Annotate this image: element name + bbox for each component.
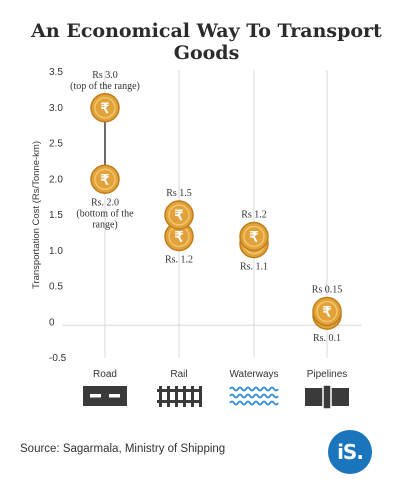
data-label-pipelines: Rs 0.15 — [312, 285, 343, 296]
svg-text:₹: ₹ — [175, 209, 184, 224]
y-tick-label: 2.5 — [49, 139, 63, 150]
category-label-pipelines: Pipelines — [307, 369, 348, 380]
svg-text:₹: ₹ — [101, 173, 110, 188]
data-label-rail: Rs 1.5 — [166, 188, 192, 199]
svg-text:₹: ₹ — [323, 306, 332, 321]
coin-road-2: ₹ — [90, 164, 120, 194]
data-label-road: Rs. 2.0 — [91, 197, 119, 208]
y-axis-label: Transportation Cost (Rs/Tonne-km) — [31, 141, 42, 289]
data-label-waterways: Rs 1.2 — [241, 209, 267, 220]
svg-text:₹: ₹ — [101, 102, 110, 117]
svg-text:₹: ₹ — [250, 230, 259, 245]
chart-title: An Economical Way To Transport Goods — [31, 20, 382, 64]
chart: 3.5 3.0 2.5 2.0 1.5 1.0 0.5 0 -0.5 Transportation… — [31, 67, 362, 410]
data-label-rail: Rs. 1.2 — [165, 254, 193, 265]
category-label-road: Road — [93, 369, 117, 380]
y-tick-label: 3.5 — [49, 67, 63, 78]
brand-logo: iS. — [328, 430, 372, 474]
data-label-pipelines: Rs. 0.1 — [313, 333, 341, 344]
waves-icon — [229, 386, 279, 406]
y-tick-label: -0.5 — [49, 353, 67, 364]
y-tick-label: 2.0 — [49, 174, 63, 185]
source-note: Source: Sagarmala, Ministry of Shipping — [20, 443, 226, 455]
data-label-road: (top of the range) — [70, 81, 140, 92]
y-tick-label: 1.0 — [49, 246, 63, 257]
pipeline-icon — [305, 384, 349, 410]
coin-road-3: ₹ — [90, 93, 120, 123]
category-label-rail: Rail — [170, 369, 187, 380]
category-label-waterways: Waterways — [229, 369, 278, 380]
rail-track-icon — [157, 386, 202, 407]
coin-pipelines-0-15: ₹ — [312, 296, 342, 327]
data-label-road: (bottom of the — [76, 208, 134, 219]
y-tick-label: 0.5 — [49, 282, 63, 293]
svg-text:₹: ₹ — [175, 230, 184, 245]
data-label-road: range) — [92, 219, 118, 230]
y-tick-label: 1.5 — [49, 210, 63, 221]
data-label-waterways: Rs. 1.1 — [240, 262, 268, 273]
road-icon — [83, 386, 127, 406]
coin-waterways-1-2: ₹ — [239, 221, 269, 252]
y-tick-label: 0 — [49, 317, 55, 328]
coin-rail-1-5: ₹ — [164, 200, 194, 230]
data-label-road: Rs 3.0 — [92, 70, 118, 81]
coin-rail-1-2: ₹ — [164, 221, 194, 252]
y-tick-label: 3.0 — [49, 103, 63, 114]
